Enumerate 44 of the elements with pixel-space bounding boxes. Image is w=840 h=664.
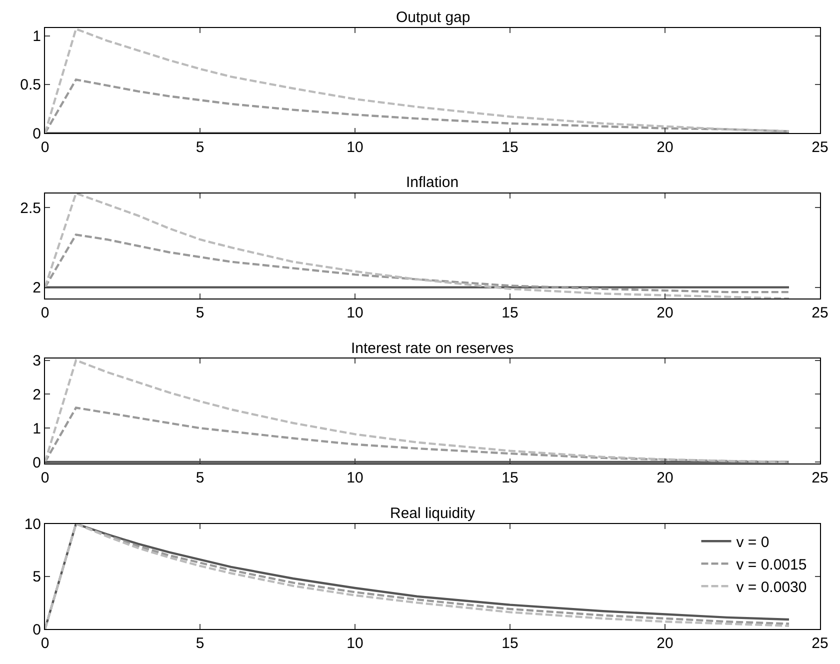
x-tick-label: 20 (656, 139, 674, 156)
line-series (45, 28, 790, 134)
x-tick-label: 10 (346, 304, 364, 322)
x-tick-label: 25 (812, 304, 828, 322)
y-tick-label: 3 (32, 352, 41, 370)
line-series (45, 359, 790, 464)
y-tick-label: 0 (32, 621, 41, 638)
x-tick-label: 25 (812, 139, 828, 156)
chart-title: Interest rate on reserves (351, 340, 514, 357)
x-tick-label: 15 (502, 304, 518, 322)
line-series (45, 234, 790, 294)
x-tick-label: 15 (502, 139, 518, 156)
legend-label: v = 0.0030 (736, 578, 807, 596)
y-tick-label: 10 (24, 516, 41, 534)
x-tick-label: 10 (346, 139, 364, 156)
line-series (45, 406, 790, 464)
y-tick-label: 0 (32, 125, 41, 142)
y-tick-label: 2.5 (20, 200, 41, 217)
x-tick-label: 20 (656, 304, 674, 322)
chart-title: Output gap (396, 9, 470, 26)
x-tick-label: 15 (502, 635, 518, 652)
x-tick-label: 20 (656, 470, 674, 487)
x-tick-label: 25 (812, 635, 828, 652)
y-tick-label: 5 (32, 568, 41, 586)
chart-title: Real liquidity (390, 505, 476, 522)
x-tick-label: 15 (502, 470, 518, 487)
chart-title: Inflation (406, 174, 459, 191)
x-tick-label: 5 (196, 304, 204, 322)
legend-label: v = 0 (736, 534, 770, 551)
x-tick-label: 5 (196, 635, 204, 652)
x-tick-label: 5 (196, 139, 204, 156)
x-tick-label: 5 (196, 470, 204, 487)
y-tick-label: 1 (32, 28, 41, 46)
legend-label: v = 0.0015 (736, 556, 807, 574)
line-series (45, 193, 790, 298)
x-tick-label: 10 (346, 635, 364, 652)
x-tick-label: 10 (346, 470, 364, 487)
y-tick-label: 2 (32, 386, 41, 404)
y-tick-label: 1 (32, 420, 41, 438)
x-tick-label: 20 (656, 635, 674, 652)
x-tick-label: 25 (812, 470, 828, 487)
y-tick-label: 0 (32, 454, 41, 472)
y-tick-label: 2 (32, 280, 41, 297)
y-tick-label: 0.5 (20, 76, 41, 94)
